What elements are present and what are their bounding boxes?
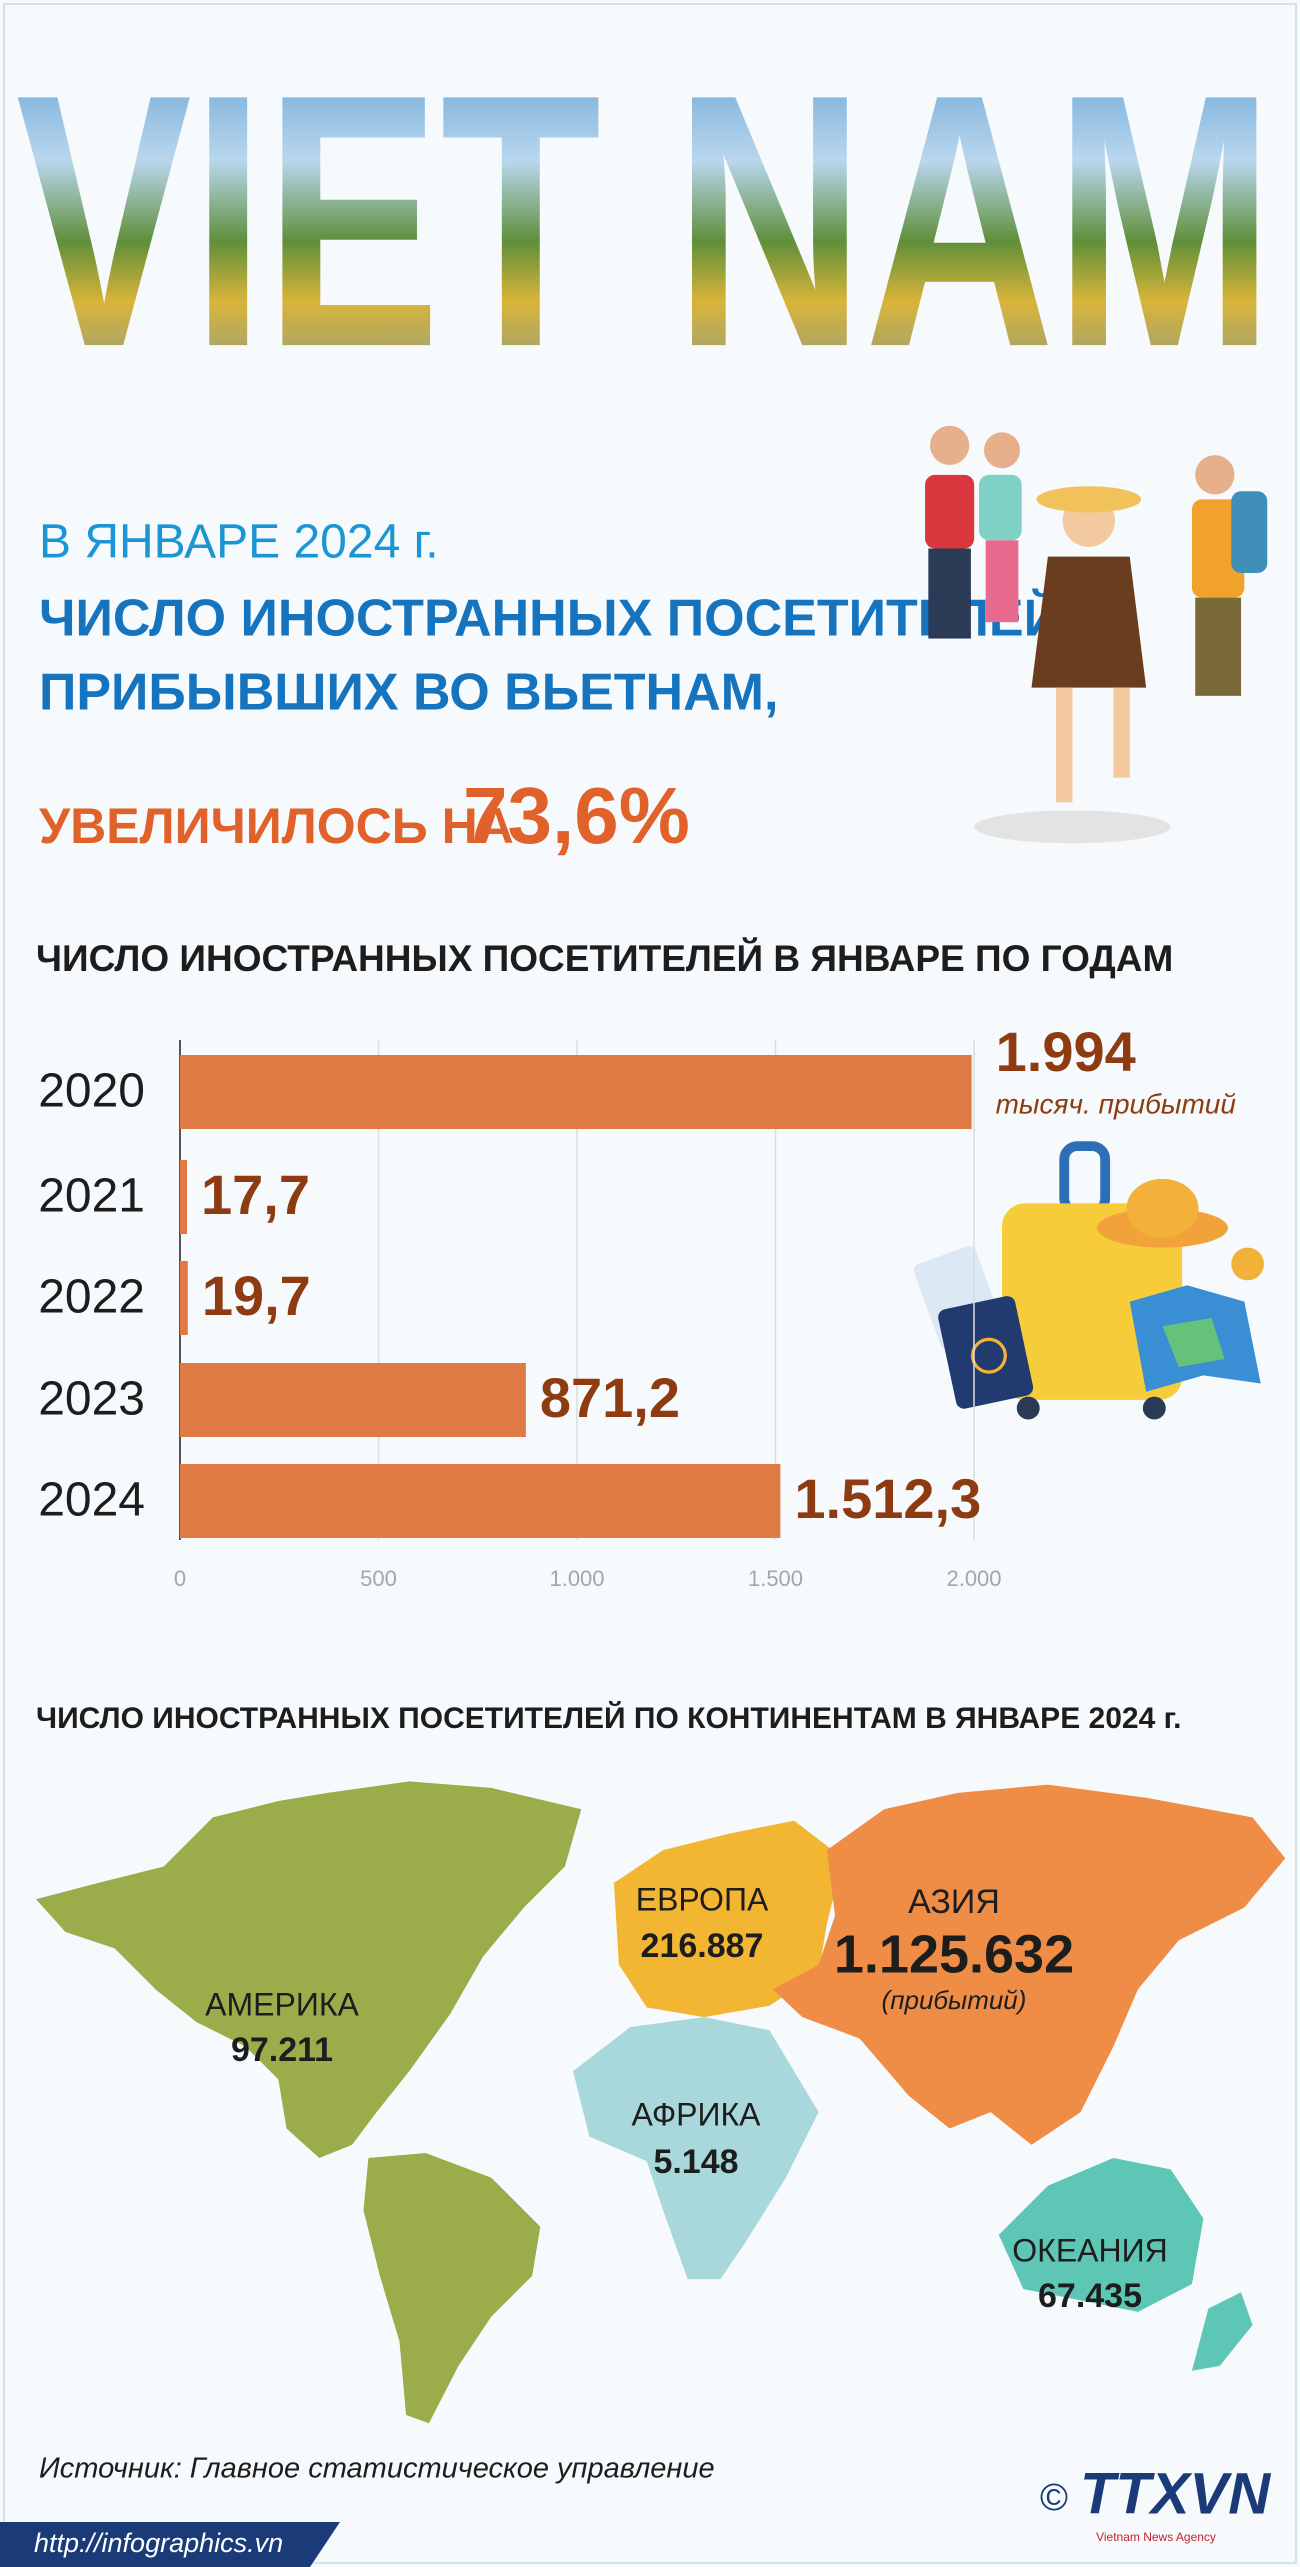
map-new-zealand (1191, 2292, 1253, 2371)
x-tick-label: 500 (360, 1566, 397, 1591)
bar-chart: ЧИСЛО ИНОСТРАННЫХ ПОСЕТИТЕЛЕЙ В ЯНВАРЕ П… (36, 937, 1236, 1591)
region-value: 97.211 (231, 2031, 333, 2069)
x-tick-label: 1.500 (748, 1566, 803, 1591)
headline-line: ПРИБЫВШИХ ВО ВЬЕТНАМ, (39, 664, 778, 722)
map-europe (613, 1820, 844, 2018)
x-tick-label: 1.000 (549, 1566, 604, 1591)
map-asia (772, 1784, 1286, 2145)
hero-title: VIET NAM (16, 20, 1274, 422)
travelers-illustration (925, 425, 1268, 844)
source: Источник: Главное статистическое управле… (39, 2453, 715, 2485)
world-map (36, 1781, 1286, 2424)
region-name: ЕВРОПА (636, 1881, 769, 1917)
y-tick-label: 2020 (38, 1065, 145, 1118)
value-label: 1.994 (996, 1020, 1136, 1083)
region-name: ОКЕАНИЯ (1012, 2232, 1167, 2268)
bar (180, 1261, 188, 1335)
logo: TTXVN (1080, 2461, 1271, 2526)
y-tick-label: 2023 (38, 1373, 145, 1426)
x-tick-label: 2.000 (946, 1566, 1001, 1591)
headline-period: В ЯНВАРЕ 2024 г. (39, 516, 439, 569)
map-americas-south (363, 2153, 541, 2424)
value-label: 17,7 (201, 1163, 310, 1226)
region-name: АМЕРИКА (205, 1986, 359, 2022)
footer-band (0, 2522, 340, 2567)
bar (180, 1055, 972, 1129)
x-tick-label: 0 (174, 1566, 186, 1591)
value-label: 1.512,3 (794, 1467, 981, 1530)
region-name: АЗИЯ (908, 1883, 1000, 1921)
region-name: АФРИКА (632, 2096, 762, 2132)
footer-url[interactable]: http://infographics.vn (34, 2528, 283, 2558)
y-tick-label: 2022 (38, 1271, 145, 1324)
value-label: 871,2 (540, 1366, 680, 1429)
map-title: ЧИСЛО ИНОСТРАННЫХ ПОСЕТИТЕЛЕЙ ПО КОНТИНЕ… (36, 1701, 1181, 1735)
region-value: 1.125.632 (834, 1924, 1074, 1984)
y-tick-label: 2021 (38, 1170, 145, 1223)
region-note: (прибытий) (882, 1985, 1027, 2015)
headline-line: ЧИСЛО ИНОСТРАННЫХ ПОСЕТИТЕЛЕЙ, (39, 589, 1075, 648)
luggage-illustration (913, 1141, 1264, 1420)
map-oceania (998, 2157, 1204, 2312)
region-value: 216.887 (641, 1927, 764, 1965)
frame (3, 3, 1297, 2564)
y-tick-label: 2024 (38, 1474, 145, 1527)
map-americas (36, 1781, 582, 2158)
chart-title: ЧИСЛО ИНОСТРАННЫХ ПОСЕТИТЕЛЕЙ В ЯНВАРЕ П… (36, 937, 1173, 979)
region-value: 5.148 (653, 2143, 738, 2181)
bar (180, 1464, 781, 1538)
value-label: 19,7 (202, 1264, 311, 1327)
region-value: 67.435 (1038, 2277, 1142, 2315)
map-africa (573, 2017, 819, 2280)
agency: Vietnam News Agency (1096, 2530, 1216, 2544)
bar (180, 1363, 526, 1437)
headline-increase: УВЕЛИЧИЛОСЬ НА (39, 798, 514, 854)
headline-increase-value: 73,6% (463, 771, 690, 860)
value-annotation: тысяч. прибытий (996, 1088, 1237, 1119)
bar (180, 1160, 188, 1234)
copyright: © (1040, 2477, 1068, 2519)
